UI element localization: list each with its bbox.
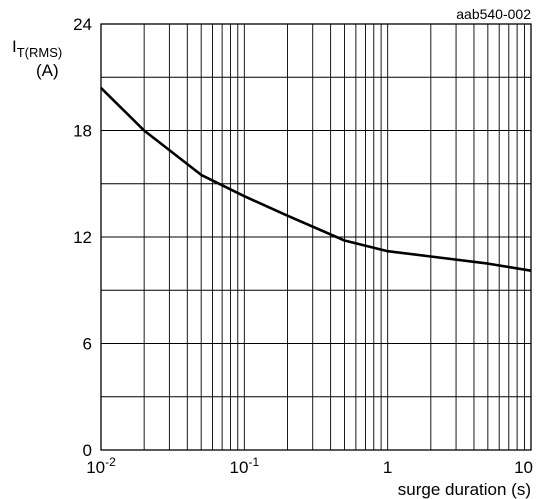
y-tick-label: 12	[73, 228, 92, 247]
x-tick-label: 10	[514, 458, 533, 477]
y-tick-labels: 0 6 12 18 24	[73, 15, 92, 460]
y-tick-label: 24	[73, 15, 92, 34]
y-tick-label: 18	[73, 122, 92, 141]
reference-code: aab540-002	[456, 6, 531, 22]
plot-frame	[100, 23, 532, 451]
y-axis-title: IT(RMS) (A)	[12, 37, 62, 80]
y-axis-unit: (A)	[36, 61, 59, 80]
x-tick-label: 10-1	[230, 455, 260, 477]
data-series-line	[100, 86, 532, 272]
x-tick-label: 10-2	[86, 455, 116, 477]
svg-text:IT(RMS): IT(RMS)	[12, 37, 62, 60]
grid	[100, 23, 531, 451]
y-axis-symbol: I	[12, 37, 17, 56]
y-tick-label: 6	[83, 335, 92, 354]
y-axis-subscript: T(RMS)	[17, 45, 63, 60]
y-tick-label: 0	[83, 441, 92, 460]
x-tick-label: 1	[383, 458, 392, 477]
x-tick-labels: 10-2 10-1 1 10	[86, 455, 533, 477]
x-axis-title: surge duration (s)	[398, 480, 531, 499]
